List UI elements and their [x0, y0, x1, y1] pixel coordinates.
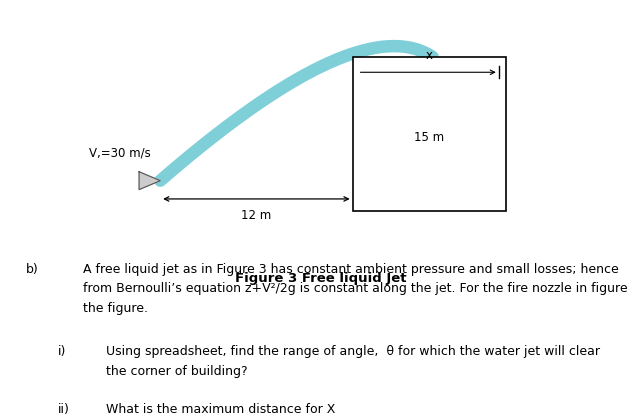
Text: Figure 3 Free liquid Jet: Figure 3 Free liquid Jet	[235, 272, 406, 285]
Text: A free liquid jet as in Figure 3 has constant ambient pressure and small losses;: A free liquid jet as in Figure 3 has con…	[83, 262, 619, 276]
Text: ii): ii)	[58, 403, 70, 416]
Text: What is the maximum distance for X: What is the maximum distance for X	[106, 403, 335, 416]
Text: Using spreadsheet, find the range of angle,  θ for which the water jet will clea: Using spreadsheet, find the range of ang…	[106, 345, 600, 358]
Text: b): b)	[26, 262, 38, 276]
Text: from Bernoulli’s equation z+V²/2g is constant along the jet. For the fire nozzle: from Bernoulli’s equation z+V²/2g is con…	[83, 282, 628, 295]
Text: V,=30 m/s: V,=30 m/s	[89, 147, 151, 160]
Text: 15 m: 15 m	[415, 131, 444, 144]
Text: 12 m: 12 m	[241, 209, 272, 222]
Polygon shape	[139, 172, 160, 189]
Text: the corner of building?: the corner of building?	[106, 365, 247, 378]
Text: i): i)	[58, 345, 66, 358]
Text: the figure.: the figure.	[83, 302, 148, 315]
Text: x: x	[426, 49, 433, 62]
Bar	[353, 57, 506, 211]
